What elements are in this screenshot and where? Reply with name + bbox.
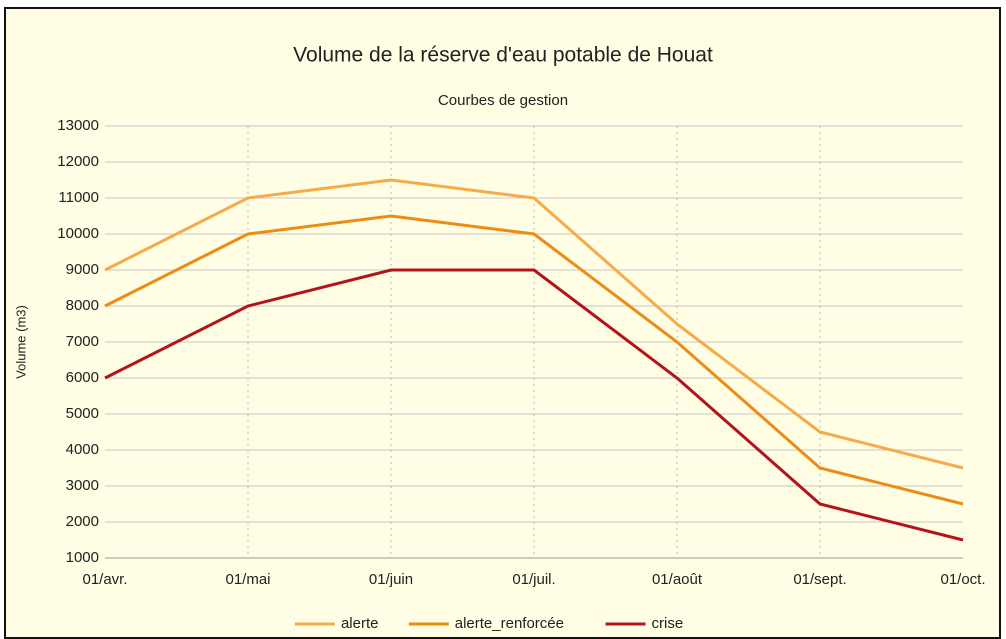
y-tick-label: 4000 xyxy=(66,441,99,458)
y-axis-label: Volume (m3) xyxy=(13,305,28,379)
y-tick-label: 6000 xyxy=(66,369,99,386)
y-tick-label: 11000 xyxy=(58,189,99,206)
x-tick-label: 01/mai xyxy=(225,571,270,588)
chart-background xyxy=(4,7,1001,639)
y-tick-label: 5000 xyxy=(66,405,99,422)
x-tick-label: 01/août xyxy=(652,571,703,588)
legend-label: alerte_renforcée xyxy=(455,615,564,632)
x-tick-label: 01/juil. xyxy=(512,571,555,588)
y-tick-label: 10000 xyxy=(57,225,99,242)
y-tick-label: 7000 xyxy=(66,333,99,350)
series-line xyxy=(104,268,964,542)
chart-title: Volume de la réserve d'eau potable de Ho… xyxy=(293,44,713,67)
x-tick-label: 01/juin xyxy=(369,571,413,588)
legend-label: crise xyxy=(652,615,684,632)
chart-subtitle: Courbes de gestion xyxy=(438,92,568,109)
series-line xyxy=(104,214,964,506)
y-tick-label: 13000 xyxy=(57,117,99,134)
x-tick-label: 01/sept. xyxy=(793,571,846,588)
x-tick-label: 01/avr. xyxy=(82,571,127,588)
y-tick-label: 3000 xyxy=(66,477,99,494)
x-tick-label: 01/oct. xyxy=(940,571,985,588)
y-tick-label: 8000 xyxy=(66,297,99,314)
legend-label: alerte xyxy=(341,615,379,632)
series-line xyxy=(104,178,964,470)
y-tick-label: 9000 xyxy=(66,261,99,278)
y-tick-label: 1000 xyxy=(66,549,99,566)
y-tick-label: 12000 xyxy=(57,153,99,170)
y-tick-label: 2000 xyxy=(66,513,99,530)
